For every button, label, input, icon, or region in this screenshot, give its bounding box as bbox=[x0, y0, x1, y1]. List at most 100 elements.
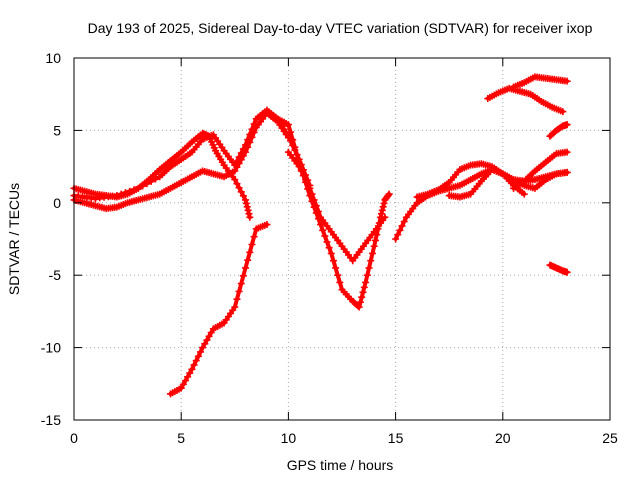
data-point bbox=[287, 128, 295, 136]
data-point bbox=[239, 145, 247, 153]
data-point bbox=[242, 141, 250, 149]
series-arc-n bbox=[546, 261, 571, 276]
data-point bbox=[358, 293, 366, 301]
data-point bbox=[329, 257, 337, 265]
data-point bbox=[239, 192, 247, 200]
data-point bbox=[243, 203, 251, 211]
data-point bbox=[201, 340, 209, 348]
data-point bbox=[371, 236, 379, 244]
data-point bbox=[360, 283, 368, 291]
series-trace-arc-d bbox=[168, 222, 269, 396]
data-point bbox=[336, 278, 344, 286]
series-arc-d bbox=[166, 221, 271, 398]
data-point bbox=[246, 130, 254, 138]
data-point bbox=[377, 210, 385, 218]
series-arc-f bbox=[284, 148, 389, 265]
data-point bbox=[205, 332, 213, 340]
data-point bbox=[237, 188, 245, 196]
axis-ticks: 0 5 10 15 20 25 -15 -10 -5 0 5 10 bbox=[41, 50, 618, 446]
data-point bbox=[245, 210, 253, 218]
series-arc-e bbox=[263, 108, 393, 311]
data-point bbox=[235, 184, 243, 192]
data-point bbox=[244, 136, 252, 144]
data-point bbox=[186, 369, 194, 377]
data-point bbox=[237, 280, 245, 288]
data-point bbox=[323, 238, 331, 246]
data-point bbox=[121, 189, 129, 197]
data-point bbox=[289, 136, 297, 144]
data-point bbox=[398, 222, 406, 230]
data-point bbox=[117, 190, 125, 198]
chart-title: Day 193 of 2025, Sidereal Day-to-day VTE… bbox=[88, 20, 593, 36]
data-point bbox=[151, 175, 159, 183]
data-point bbox=[380, 199, 388, 207]
data-point bbox=[196, 348, 204, 356]
data-point bbox=[242, 199, 250, 207]
data-point bbox=[365, 264, 373, 272]
x-tick-label: 10 bbox=[281, 430, 297, 446]
data-point bbox=[314, 207, 322, 215]
data-point bbox=[319, 226, 327, 234]
data-point bbox=[381, 213, 389, 221]
data-point bbox=[308, 190, 316, 198]
series-arc-g bbox=[392, 165, 571, 243]
y-tick-label: -15 bbox=[41, 412, 61, 428]
data-point bbox=[368, 249, 376, 257]
data-point bbox=[184, 373, 192, 381]
data-point bbox=[263, 221, 271, 229]
y-tick-label: -5 bbox=[49, 267, 62, 283]
data-point bbox=[325, 244, 333, 252]
data-point bbox=[239, 272, 247, 280]
data-point bbox=[235, 287, 243, 295]
data-point bbox=[385, 190, 393, 198]
data-point bbox=[295, 163, 303, 171]
data-point bbox=[379, 203, 387, 211]
data-point bbox=[194, 352, 202, 360]
data-point bbox=[139, 182, 147, 190]
data-point bbox=[233, 295, 241, 303]
data-point bbox=[242, 264, 250, 272]
data-point bbox=[293, 151, 301, 159]
data-point bbox=[233, 157, 241, 165]
data-point bbox=[563, 77, 571, 85]
x-tick-label: 25 bbox=[602, 430, 618, 446]
data-point bbox=[231, 176, 239, 184]
data-point bbox=[207, 329, 215, 337]
data-point bbox=[359, 288, 367, 296]
data-point bbox=[363, 271, 371, 279]
data-point bbox=[302, 176, 310, 184]
data-point bbox=[250, 120, 258, 128]
x-tick-label: 0 bbox=[70, 430, 78, 446]
series-arc-k bbox=[510, 73, 571, 91]
data-point bbox=[237, 149, 245, 157]
data-point bbox=[199, 344, 207, 352]
data-point bbox=[235, 153, 243, 161]
data-point bbox=[250, 233, 258, 241]
data-point bbox=[231, 303, 239, 311]
data-point bbox=[306, 184, 314, 192]
data-point bbox=[246, 248, 254, 256]
x-tick-label: 20 bbox=[495, 430, 511, 446]
data-point bbox=[362, 278, 370, 286]
series-trace-arc-e bbox=[265, 109, 392, 310]
data-point bbox=[332, 264, 340, 272]
data-point bbox=[143, 180, 151, 188]
data-point bbox=[394, 231, 402, 239]
data-point bbox=[188, 365, 196, 373]
x-tick-label: 15 bbox=[388, 430, 404, 446]
y-axis-label: SDTVAR / TECUs bbox=[6, 183, 22, 295]
series-arc-l bbox=[510, 148, 571, 192]
data-point bbox=[304, 180, 312, 188]
data-point bbox=[563, 121, 571, 129]
data-point bbox=[244, 206, 252, 214]
data-point bbox=[520, 190, 528, 198]
data-point bbox=[327, 249, 335, 257]
data-point bbox=[355, 303, 363, 311]
data-point bbox=[177, 384, 185, 392]
data-point bbox=[284, 121, 292, 129]
data-point bbox=[367, 257, 375, 265]
data-point bbox=[130, 186, 138, 194]
data-point bbox=[231, 161, 239, 169]
data-point bbox=[559, 108, 567, 116]
